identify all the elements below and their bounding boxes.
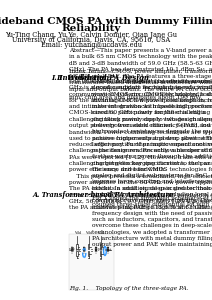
Text: RF out: RF out [98,248,112,252]
Text: Abstract—This paper presents a V-band power amplifier
in a bulk 65 nm CMOS techn: Abstract—This paper presents a V-band po… [69,48,212,100]
Text: II. Wideband PA Design: II. Wideband PA Design [57,74,150,82]
Bar [77,244,78,249]
Text: Yu-Ting Chang, Yu Ye, Calvin Domier, Qian Jane Gu: Yu-Ting Chang, Yu Ye, Calvin Domier, Qia… [5,31,177,39]
Text: A Ultra-Wideband CMOS PA with Dummy Filling for: A Ultra-Wideband CMOS PA with Dummy Fill… [0,17,212,26]
Text: University of California, Davis, CA, 95616, USA: University of California, Davis, CA, 956… [12,37,170,44]
Bar [88,244,89,249]
Text: A. Transformer-based PA Architecture: A. Transformer-based PA Architecture [33,191,174,199]
Text: Index Terms—CMOS, power amplifier, transformer, V-band.: Index Terms—CMOS, power amplifier, trans… [69,69,212,74]
Text: Vdd: Vdd [97,231,104,235]
Bar [100,251,101,256]
Text: RF in: RF in [69,248,80,252]
Bar [100,244,101,249]
Text: Vdd: Vdd [74,231,81,235]
Text: Reliability: Reliability [61,24,121,33]
Bar [69,234,114,290]
Bar [88,251,89,256]
Text: Vdd: Vdd [85,231,92,235]
Text: I. Introduction: I. Introduction [51,74,109,82]
Text: Fig. 1.    Topology of the three-stage PA.: Fig. 1. Topology of the three-stage PA. [69,286,189,291]
Text: Fig.1 shows the simplified schematic of a transformer-
coupled three-stage diffe: Fig.1 shows the simplified schematic of … [92,196,212,207]
Text: Email: yutchang@ucdavis.edu: Email: yutchang@ucdavis.edu [41,41,142,49]
Text: The unlicensed multi-gigabits bandwidth around 60
GHz is a good candidate for hi: The unlicensed multi-gigabits bandwidth … [69,79,212,210]
Text: CMOS technologies' fast advancements over the past
decades support increasing sp: CMOS technologies' fast advancements ove… [92,79,212,247]
Bar [77,251,78,256]
